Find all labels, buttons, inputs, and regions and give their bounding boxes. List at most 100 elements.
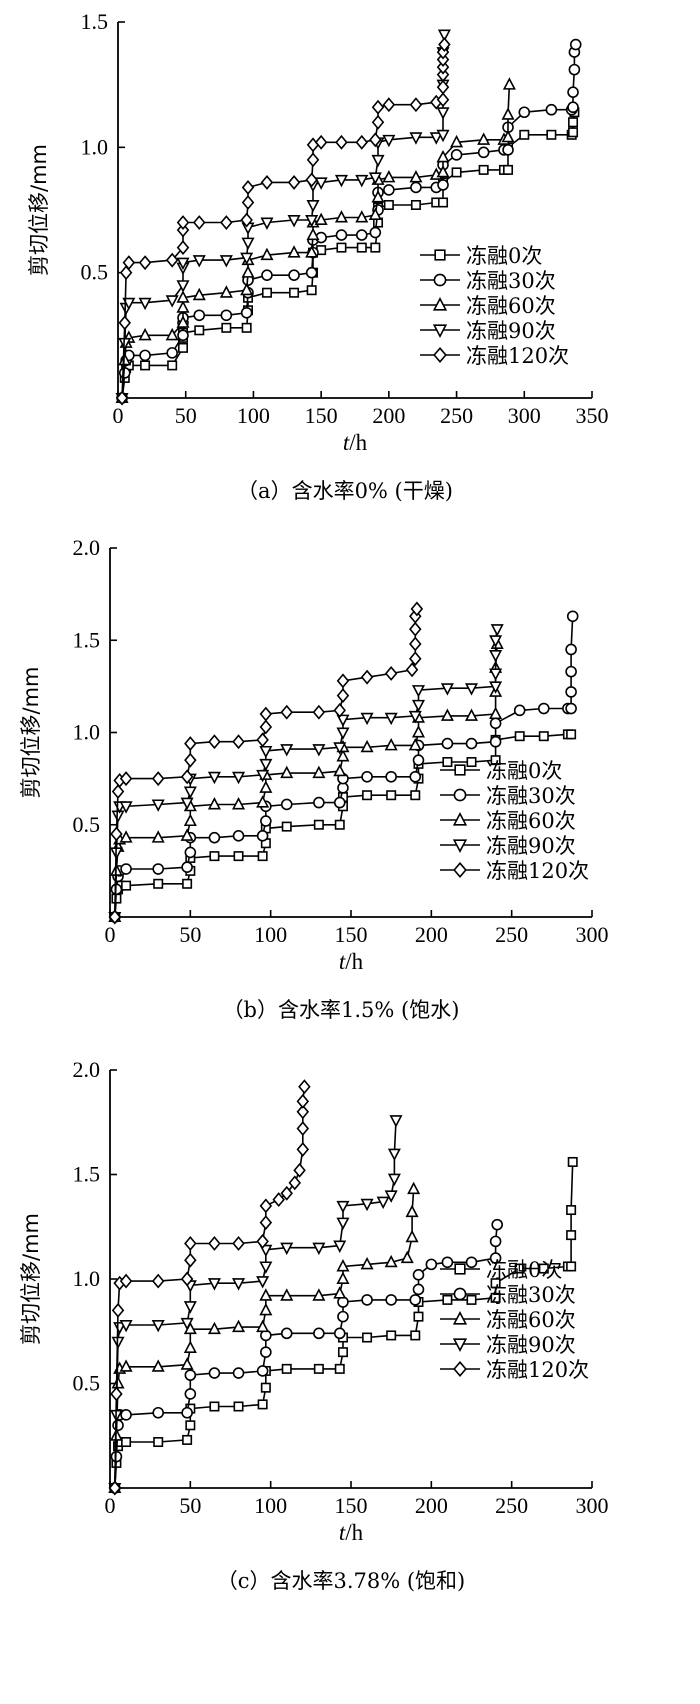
y-tick-label: 1.5 xyxy=(73,627,101,652)
data-point xyxy=(360,669,374,685)
data-point xyxy=(313,819,324,830)
data-point xyxy=(489,650,503,663)
legend-label: 冻融0次 xyxy=(486,759,562,783)
data-point xyxy=(111,810,125,823)
data-point xyxy=(306,199,320,213)
data-point xyxy=(333,1327,346,1340)
chart-c: 0 50 100 150 200 250 300 0.5 1.0 1.5 2.0 剪切位移/mm t/h… xyxy=(19,1057,609,1593)
data-point xyxy=(336,673,350,689)
data-point xyxy=(184,1369,197,1381)
data-point xyxy=(387,1173,401,1187)
series-1 xyxy=(109,1218,504,1494)
data-point xyxy=(259,706,273,722)
data-point xyxy=(306,152,320,168)
series-2 xyxy=(108,636,504,923)
legend-label: 冻融90次 xyxy=(486,1333,576,1357)
legend-marker xyxy=(433,273,447,287)
data-point xyxy=(412,1283,425,1296)
data-point xyxy=(240,306,253,319)
data-point xyxy=(257,851,268,862)
data-point xyxy=(355,229,368,241)
data-point xyxy=(410,790,421,801)
data-point xyxy=(220,215,233,230)
data-point xyxy=(260,1346,272,1358)
data-point xyxy=(385,770,397,783)
x-axis-label: t/h xyxy=(339,1520,364,1545)
data-point xyxy=(240,282,254,296)
data-point xyxy=(438,37,451,53)
data-point xyxy=(111,1376,125,1389)
data-point xyxy=(207,1321,221,1335)
data-point xyxy=(121,880,132,891)
legend-marker xyxy=(452,1338,468,1353)
data-point xyxy=(368,172,382,185)
data-point xyxy=(184,1388,197,1400)
data-point xyxy=(314,177,328,190)
data-point xyxy=(389,1115,403,1128)
data-point xyxy=(569,38,582,51)
data-point xyxy=(165,295,179,308)
data-point xyxy=(208,831,221,844)
y-tick-label: 1.5 xyxy=(73,1162,101,1187)
legend-marker xyxy=(453,861,467,879)
data-point xyxy=(312,765,326,779)
data-point xyxy=(256,769,270,783)
data-point xyxy=(502,144,514,156)
data-point xyxy=(384,712,398,726)
data-point xyxy=(184,846,197,859)
data-point xyxy=(256,1365,269,1377)
data-point xyxy=(108,909,122,925)
data-point xyxy=(184,752,197,768)
data-point xyxy=(280,1242,294,1256)
data-point xyxy=(180,1357,194,1370)
data-point xyxy=(436,59,450,75)
data-point xyxy=(477,146,490,159)
series-line xyxy=(121,34,446,399)
y-tick-label: 2.0 xyxy=(73,535,101,560)
data-point xyxy=(180,797,194,811)
data-point xyxy=(176,280,190,293)
legend-label: 冻融30次 xyxy=(486,784,576,808)
x-axis-label-var: t xyxy=(339,949,346,974)
x-axis-label-unit: /h xyxy=(345,949,363,974)
data-point xyxy=(259,719,273,735)
data-point xyxy=(411,699,426,713)
data-point xyxy=(152,1406,164,1419)
data-point xyxy=(120,863,132,875)
data-point xyxy=(360,712,374,726)
data-point xyxy=(383,184,395,196)
data-point xyxy=(568,117,579,128)
data-point xyxy=(412,1269,425,1281)
data-point xyxy=(333,742,347,755)
data-point xyxy=(355,174,369,188)
data-point xyxy=(193,215,206,230)
data-point xyxy=(409,636,422,652)
data-point xyxy=(436,79,450,95)
data-point xyxy=(256,732,269,748)
data-point xyxy=(409,621,422,637)
data-point xyxy=(333,796,346,809)
data-point xyxy=(413,1311,424,1322)
legend-label: 冻融120次 xyxy=(486,859,589,883)
data-point xyxy=(518,106,531,119)
data-point xyxy=(181,1406,193,1419)
data-point xyxy=(334,1363,345,1374)
data-point xyxy=(152,863,164,875)
data-point xyxy=(233,851,244,862)
data-point xyxy=(355,210,369,223)
data-point xyxy=(272,1192,285,1208)
data-point xyxy=(209,851,220,862)
legend-marker xyxy=(452,839,468,854)
data-point xyxy=(260,247,274,261)
legend-marker xyxy=(452,1310,468,1325)
data-point xyxy=(382,169,396,183)
data-point xyxy=(241,265,255,278)
data-point xyxy=(567,1156,578,1167)
data-point xyxy=(489,706,503,720)
data-point xyxy=(410,601,424,617)
data-point xyxy=(183,1340,197,1353)
data-point xyxy=(166,347,178,359)
data-point xyxy=(305,172,318,188)
data-point xyxy=(464,708,479,721)
